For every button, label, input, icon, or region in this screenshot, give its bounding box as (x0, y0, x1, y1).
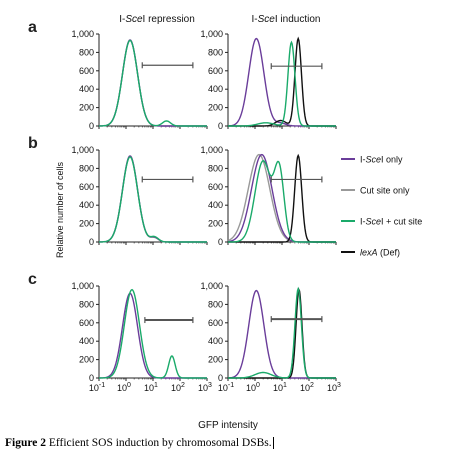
y-tick-label: 200 (208, 355, 223, 365)
y-tick-label: 400 (79, 200, 94, 210)
y-tick-label: 1,000 (71, 281, 94, 291)
series-iscei-cut (228, 40, 336, 127)
y-tick-label: 0 (218, 121, 223, 131)
y-tick-label: 200 (79, 355, 94, 365)
y-tick-label: 200 (208, 219, 223, 229)
y-tick-label: 200 (208, 103, 223, 113)
series-iscei-cut (228, 160, 336, 243)
y-tick-label: 200 (79, 103, 94, 113)
x-tick-label: 10-1 (89, 382, 105, 393)
y-tick-label: 600 (208, 318, 223, 328)
y-tick-label: 400 (208, 336, 223, 346)
y-tick-label: 800 (79, 299, 94, 309)
y-tick-label: 0 (218, 373, 223, 383)
y-tick-label: 400 (79, 84, 94, 94)
legend-label: Cut site only (360, 186, 410, 196)
y-tick-label: 1,000 (200, 281, 223, 291)
y-tick-label: 600 (208, 182, 223, 192)
text-cursor (272, 437, 274, 449)
x-tick-label: 103 (198, 382, 212, 393)
x-tick-label: 101 (144, 382, 158, 393)
y-tick-label: 200 (79, 219, 94, 229)
panel-b-repression: 0 200 400 600 800 1,000 (71, 145, 208, 247)
y-tick-label: 600 (79, 182, 94, 192)
x-axis-label: GFP intensity (198, 420, 258, 431)
figure-caption: Figure 2 Efficient SOS induction by chro… (5, 437, 445, 449)
y-tick-label: 800 (79, 163, 94, 173)
y-tick-label: 800 (208, 163, 223, 173)
column-title-0: I-SceI repression (119, 14, 195, 25)
series-lexA-def (228, 287, 336, 379)
row-label-a: a (28, 19, 37, 36)
y-tick-label: 400 (79, 336, 94, 346)
x-tick-label: 100 (117, 382, 131, 393)
column-title-1: I-SceI induction (252, 14, 321, 25)
y-tick-label: 1,000 (71, 145, 94, 155)
y-tick-label: 800 (208, 47, 223, 57)
y-axis-label: Relative number of cells (55, 161, 65, 258)
series-iscei-only (227, 289, 336, 379)
panel-a-repression: 0 200 400 600 800 1,000 (71, 29, 208, 131)
y-tick-label: 0 (89, 373, 94, 383)
panel-c-induction: 0 200 400 600 800 1,000 10-1 100 101 102 103 (200, 281, 341, 393)
y-tick-label: 1,000 (71, 29, 94, 39)
x-tick-label: 101 (273, 382, 287, 393)
y-tick-label: 600 (79, 66, 94, 76)
caption-label: Figure 2 (5, 437, 46, 449)
y-tick-label: 0 (89, 121, 94, 131)
row-label-c: c (28, 271, 37, 288)
panel-a-induction: 0 200 400 600 800 1,000 (200, 29, 337, 131)
series-iscei-only (98, 292, 207, 379)
series-iscei-cut (98, 156, 207, 243)
x-tick-label: 100 (246, 382, 260, 393)
y-tick-label: 600 (79, 318, 94, 328)
legend-label: I-SceI + cut site (360, 217, 422, 227)
series-iscei-only (227, 37, 336, 127)
y-tick-label: 1,000 (200, 29, 223, 39)
series-iscei-only (227, 153, 336, 243)
legend-item-3: lexA (Def) (341, 248, 400, 258)
x-tick-label: 102 (300, 382, 314, 393)
legend-item-2: I-SceI + cut site (341, 217, 422, 227)
y-tick-label: 0 (89, 237, 94, 247)
series-iscei-cut (98, 39, 207, 127)
series-iscei-cut (228, 286, 336, 379)
y-tick-label: 800 (79, 47, 94, 57)
x-tick-label: 102 (171, 382, 185, 393)
y-tick-label: 0 (218, 237, 223, 247)
y-tick-label: 600 (208, 66, 223, 76)
legend-label: lexA (Def) (360, 248, 400, 258)
panel-c-repression: 0 200 400 600 800 1,000 10-1 100 101 102 103 (71, 281, 212, 393)
y-tick-label: 400 (208, 200, 223, 210)
x-tick-label: 103 (327, 382, 341, 393)
caption-text: Efficient SOS induction by chromosomal D… (46, 437, 272, 449)
legend-item-1: Cut site only (341, 186, 410, 196)
row-label-b: b (28, 135, 38, 152)
panel-b-induction: 0 200 400 600 800 1,000 (200, 145, 337, 247)
series-iscei-cut (99, 288, 207, 379)
series-lexA-def (228, 36, 336, 127)
y-tick-label: 1,000 (200, 145, 223, 155)
y-tick-label: 400 (208, 84, 223, 94)
legend-item-0: I-SceI only (341, 155, 403, 165)
x-tick-label: 10-1 (218, 382, 234, 393)
y-tick-label: 800 (208, 299, 223, 309)
legend-label: I-SceI only (360, 155, 403, 165)
